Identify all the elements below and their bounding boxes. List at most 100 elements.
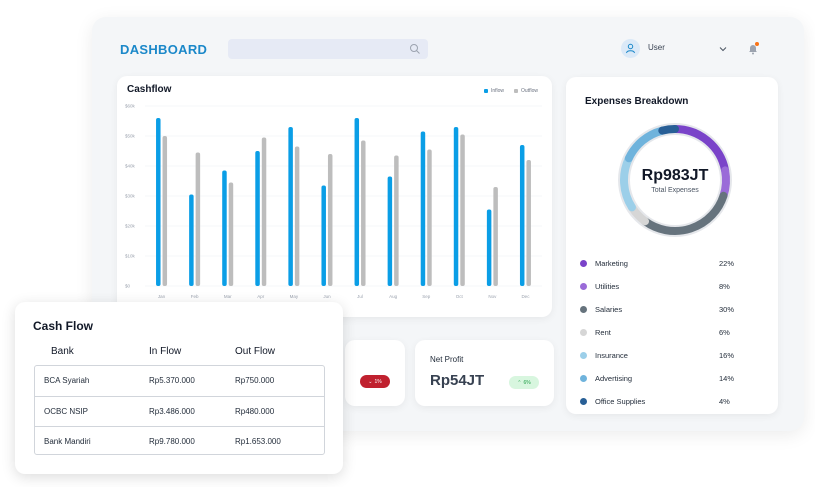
dashboard-logo[interactable]: DASHBOARD xyxy=(120,42,208,57)
chevron-down-icon[interactable] xyxy=(718,44,728,54)
table-row[interactable]: Bank Mandiri Rp9.780.000 Rp1.653.000 xyxy=(35,426,324,456)
outflow-bar xyxy=(195,152,201,286)
inflow-bar xyxy=(189,194,194,286)
inflow-bar xyxy=(288,127,293,286)
outflow-bar xyxy=(427,149,432,286)
y-tick-label: $10k xyxy=(125,254,136,259)
expenses-card: Expenses Breakdown Rp983JT Total Expense… xyxy=(566,77,778,414)
x-tick-label: Apr xyxy=(257,294,265,299)
donut-slice-insurance xyxy=(620,154,636,212)
legend-outflow: Outflow xyxy=(514,88,538,94)
inflow-bar xyxy=(420,131,426,286)
x-tick-label: Jun xyxy=(323,294,331,299)
cash-flow-table: BCA Syariah Rp5.370.000 Rp750.000 OCBC N… xyxy=(34,365,325,455)
bank-cell: OCBC NSIP xyxy=(44,407,89,416)
notification-dot xyxy=(755,42,759,46)
expense-item: Marketing 22% xyxy=(580,257,764,280)
legend-outflow-label: Outflow xyxy=(521,88,538,94)
table-row[interactable]: BCA Syariah Rp5.370.000 Rp750.000 xyxy=(35,366,324,396)
expense-percent: 16% xyxy=(719,351,735,360)
bank-cell: BCA Syariah xyxy=(44,376,90,385)
up-arrow-icon: ⌃ xyxy=(517,379,522,386)
expense-color-dot xyxy=(580,329,587,336)
outflow-bar xyxy=(361,140,366,286)
expenses-title: Expenses Breakdown xyxy=(585,96,689,107)
x-tick-label: Mar xyxy=(224,294,232,299)
in-flow-cell: Rp5.370.000 xyxy=(149,376,195,385)
bank-cell: Bank Mandiri xyxy=(44,437,91,446)
search-input[interactable] xyxy=(228,39,428,59)
cash-flow-table-title: Cash Flow xyxy=(33,319,94,333)
profit-badge-text: 6% xyxy=(523,379,531,386)
expense-percent: 4% xyxy=(719,397,730,406)
cashflow-chart: $0 $10k $20k $30k $40k $50k $60k Jan Feb Mar Apr Ma… xyxy=(125,104,542,299)
table-row[interactable]: OCBC NSIP Rp3.486.000 Rp480.000 xyxy=(35,396,324,426)
column-header-bank: Bank xyxy=(51,346,74,357)
expenses-donut: Rp983JT Total Expenses xyxy=(618,123,732,237)
y-tick-label: $40k xyxy=(125,164,136,169)
loss-badge-text: 1% xyxy=(374,378,382,385)
outflow-bar xyxy=(526,160,531,286)
x-tick-label: Jul xyxy=(357,294,363,299)
x-tick-label: Sep xyxy=(422,294,431,299)
y-tick-label: $60k xyxy=(125,104,136,109)
donut-slice-salaries xyxy=(641,191,728,235)
expense-color-dot xyxy=(580,260,587,267)
donut-slice-office-supplies xyxy=(658,125,679,135)
loss-badge: ⌄ 1% xyxy=(360,375,390,388)
outflow-bar xyxy=(327,154,333,286)
in-flow-cell: Rp9.780.000 xyxy=(149,437,195,446)
in-flow-cell: Rp3.486.000 xyxy=(149,407,195,416)
bell-icon[interactable] xyxy=(747,42,759,55)
expense-name: Insurance xyxy=(595,351,628,360)
net-profit-value: Rp54JT xyxy=(430,372,485,389)
inflow-bar xyxy=(486,209,492,286)
y-tick-label: $50k xyxy=(125,134,136,139)
expense-name: Office Supplies xyxy=(595,397,646,406)
outflow-bar xyxy=(228,182,234,286)
loss-card: ⌄ 1% xyxy=(345,340,405,406)
outflow-bar xyxy=(261,137,267,286)
inflow-bar xyxy=(255,151,260,286)
outflow-bar xyxy=(394,155,399,286)
expense-percent: 22% xyxy=(719,259,735,268)
total-expenses-label: Total Expenses xyxy=(651,186,699,194)
expense-name: Salaries xyxy=(595,305,623,314)
expense-item: Utilities 8% xyxy=(580,280,764,303)
donut-slice-marketing xyxy=(671,125,730,175)
chart-legend: Inflow Outflow xyxy=(483,88,538,94)
inflow-bar xyxy=(156,118,161,286)
cash-flow-table-card: Cash Flow Bank In Flow Out Flow BCA Syar… xyxy=(15,302,343,474)
x-tick-label: Aug xyxy=(389,294,398,299)
inflow-bar xyxy=(354,118,360,286)
expense-name: Marketing xyxy=(595,259,628,268)
user-name: User xyxy=(648,43,665,52)
donut-center: Rp983JT Total Expenses xyxy=(618,123,732,237)
inflow-bar xyxy=(453,127,459,286)
x-tick-label: Jan xyxy=(158,294,166,299)
expense-item: Office Supplies 4% xyxy=(580,395,764,418)
y-tick-label: $0 xyxy=(125,284,131,289)
expense-name: Advertising xyxy=(595,374,633,383)
user-menu[interactable]: User xyxy=(621,39,761,59)
expense-percent: 30% xyxy=(719,305,735,314)
outflow-bar xyxy=(294,146,300,286)
expense-color-dot xyxy=(580,398,587,405)
expense-color-dot xyxy=(580,352,587,359)
expenses-list: Marketing 22% Utilities 8% Salaries 30% Rent 6%… xyxy=(580,257,764,418)
out-flow-cell: Rp480.000 xyxy=(235,407,275,416)
outflow-bar xyxy=(162,136,168,286)
expense-percent: 8% xyxy=(719,282,730,291)
inflow-bar xyxy=(222,170,227,286)
legend-inflow-swatch xyxy=(483,88,488,93)
net-profit-card: Net Profit Rp54JT ⌃ 6% xyxy=(415,340,554,406)
expense-color-dot xyxy=(580,375,587,382)
avatar[interactable] xyxy=(621,39,640,58)
x-tick-label: Dec xyxy=(521,294,530,299)
expense-name: Rent xyxy=(595,328,611,337)
legend-outflow-swatch xyxy=(514,88,519,93)
expense-item: Rent 6% xyxy=(580,326,764,349)
cashflow-card: Cashflow Inflow Outflow $0 $10k $20k $30k $4… xyxy=(117,76,552,317)
inflow-bar xyxy=(321,185,326,286)
x-tick-label: May xyxy=(290,294,299,299)
